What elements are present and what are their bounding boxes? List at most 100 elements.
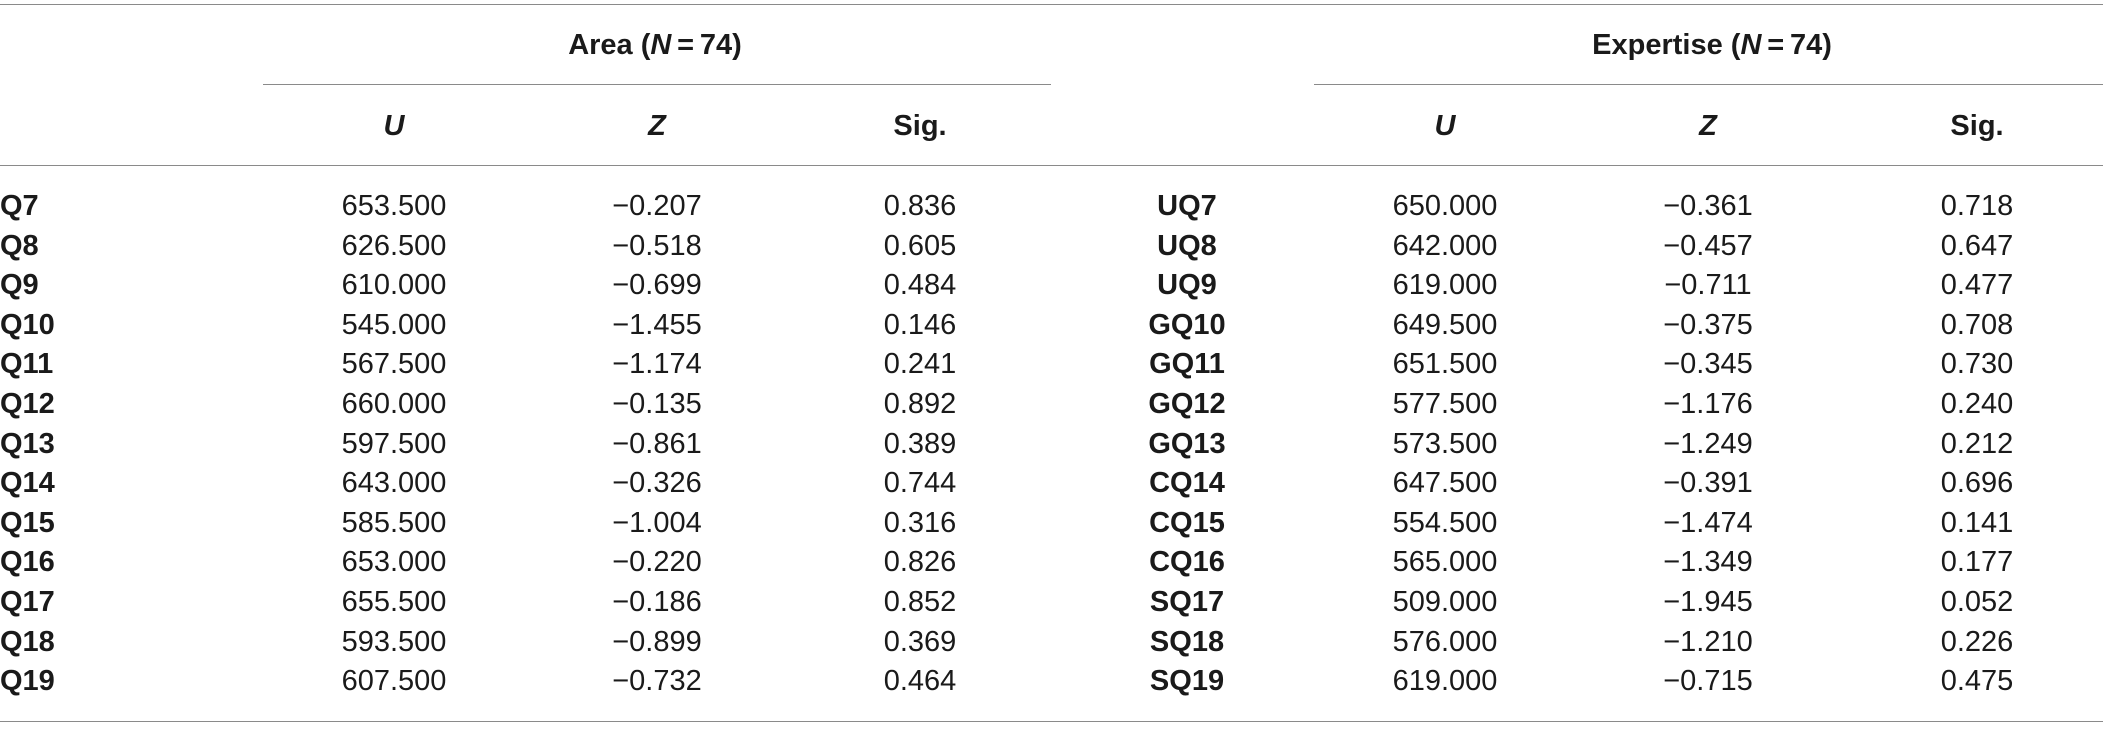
- area-u-value: 626.500: [341, 230, 447, 262]
- area-u-value: 567.500: [341, 348, 447, 380]
- expertise-sig-value: 0.240: [1940, 388, 2014, 420]
- row-label: Q16: [0, 546, 55, 578]
- area-z-value: −0.518: [612, 230, 702, 262]
- area-z-value: −1.174: [612, 348, 702, 380]
- expertise-u-value: 650.000: [1392, 190, 1498, 222]
- expertise-sig-value: 0.212: [1940, 428, 2014, 460]
- expertise-u-value: 573.500: [1392, 428, 1498, 460]
- expertise-sig-value: 0.141: [1940, 507, 2014, 539]
- expertise-header-n: N: [1740, 29, 1762, 61]
- expertise-row-label: SQ19: [1149, 665, 1225, 697]
- area-u-value: 610.000: [341, 269, 447, 301]
- expertise-sig-value: 0.730: [1940, 348, 2014, 380]
- area-sig-value: 0.389: [883, 428, 957, 460]
- area-sig-value: 0.826: [883, 546, 957, 578]
- bottom-rule: [0, 721, 2103, 722]
- expertise-sig-value: 0.708: [1940, 309, 2014, 341]
- area-sig-value: 0.464: [883, 665, 957, 697]
- area-u-value: 593.500: [341, 626, 447, 658]
- expertise-sig-value: 0.477: [1940, 269, 2014, 301]
- area-u-value: 607.500: [341, 665, 447, 697]
- area-z-value: −0.699: [612, 269, 702, 301]
- expertise-u-value: 642.000: [1392, 230, 1498, 262]
- area-z-value: −0.861: [612, 428, 702, 460]
- expertise-header-prefix: Expertise (: [1592, 29, 1741, 61]
- expertise-u-value: 649.500: [1392, 309, 1498, 341]
- expertise-z-value: −1.349: [1663, 546, 1753, 578]
- expertise-z-value: −0.361: [1663, 190, 1753, 222]
- area-sig-value: 0.369: [883, 626, 957, 658]
- expertise-u-value: 577.500: [1392, 388, 1498, 420]
- expertise-u-header: U: [1434, 110, 1456, 142]
- expertise-sig-value: 0.052: [1940, 586, 2014, 618]
- row-label: Q15: [0, 507, 55, 539]
- row-label: Q11: [0, 348, 54, 380]
- expertise-z-value: −0.711: [1664, 269, 1752, 301]
- expertise-u-value: 576.000: [1392, 626, 1498, 658]
- area-sig-value: 0.316: [883, 507, 957, 539]
- expertise-u-value: 619.000: [1392, 269, 1498, 301]
- area-z-value: −0.326: [612, 467, 702, 499]
- expertise-row-label: UQ9: [1157, 269, 1217, 301]
- area-sig-value: 0.852: [883, 586, 957, 618]
- expertise-z-value: −0.457: [1663, 230, 1753, 262]
- area-sig-value: 0.836: [883, 190, 957, 222]
- area-sig-value: 0.744: [883, 467, 957, 499]
- area-z-value: −0.732: [612, 665, 702, 697]
- area-u-value: 653.000: [341, 546, 447, 578]
- area-u-value: 655.500: [341, 586, 447, 618]
- area-u-value: 545.000: [341, 309, 447, 341]
- area-group-rule: [263, 84, 1051, 85]
- expertise-row-label: GQ12: [1148, 388, 1226, 420]
- expertise-group-header: Expertise (N = 74): [1592, 25, 1832, 65]
- expertise-row-label: CQ16: [1149, 546, 1225, 578]
- expertise-row-label: GQ13: [1148, 428, 1226, 460]
- expertise-sig-value: 0.177: [1940, 546, 2014, 578]
- area-group-header: Area (N = 74): [568, 25, 742, 65]
- expertise-z-value: −1.210: [1663, 626, 1753, 658]
- row-label: Q12: [0, 388, 55, 420]
- area-sig-value: 0.892: [883, 388, 957, 420]
- expertise-z-value: −1.176: [1663, 388, 1753, 420]
- row-label: Q9: [0, 269, 39, 301]
- expertise-sig-header: Sig.: [1950, 110, 2004, 142]
- area-header-n: N: [650, 29, 672, 61]
- expertise-sig-value: 0.696: [1940, 467, 2014, 499]
- expertise-row-label: SQ18: [1149, 626, 1225, 658]
- expertise-z-value: −1.249: [1663, 428, 1753, 460]
- area-z-value: −0.135: [612, 388, 702, 420]
- expertise-sig-value: 0.226: [1940, 626, 2014, 658]
- area-z-header: Z: [648, 110, 666, 142]
- area-sig-value: 0.146: [883, 309, 957, 341]
- area-z-value: −0.899: [612, 626, 702, 658]
- area-z-value: −1.455: [612, 309, 702, 341]
- area-u-value: 660.000: [341, 388, 447, 420]
- expertise-sig-value: 0.475: [1940, 665, 2014, 697]
- expertise-row-label: UQ7: [1157, 190, 1217, 222]
- expertise-u-value: 565.000: [1392, 546, 1498, 578]
- row-label: Q8: [0, 230, 39, 262]
- area-u-value: 597.500: [341, 428, 447, 460]
- area-u-value: 643.000: [341, 467, 447, 499]
- expertise-z-value: −1.474: [1663, 507, 1753, 539]
- expertise-header-suffix: = 74): [1761, 29, 1832, 61]
- expertise-sig-value: 0.718: [1940, 190, 2014, 222]
- area-header-suffix: = 74): [671, 29, 742, 61]
- expertise-row-label: GQ11: [1149, 348, 1225, 380]
- area-u-header: U: [383, 110, 405, 142]
- expertise-u-value: 651.500: [1392, 348, 1498, 380]
- area-z-value: −0.207: [612, 190, 702, 222]
- expertise-z-value: −0.345: [1663, 348, 1753, 380]
- expertise-z-value: −0.375: [1663, 309, 1753, 341]
- area-sig-value: 0.605: [883, 230, 957, 262]
- row-label: Q17: [0, 586, 55, 618]
- expertise-z-header: Z: [1699, 110, 1717, 142]
- area-sig-value: 0.484: [883, 269, 957, 301]
- area-sig-value: 0.241: [883, 348, 957, 380]
- row-label: Q7: [0, 190, 39, 222]
- expertise-group-rule: [1314, 84, 2103, 85]
- row-label: Q13: [0, 428, 55, 460]
- expertise-sig-value: 0.647: [1940, 230, 2014, 262]
- expertise-z-value: −0.391: [1663, 467, 1753, 499]
- area-sig-header: Sig.: [893, 110, 947, 142]
